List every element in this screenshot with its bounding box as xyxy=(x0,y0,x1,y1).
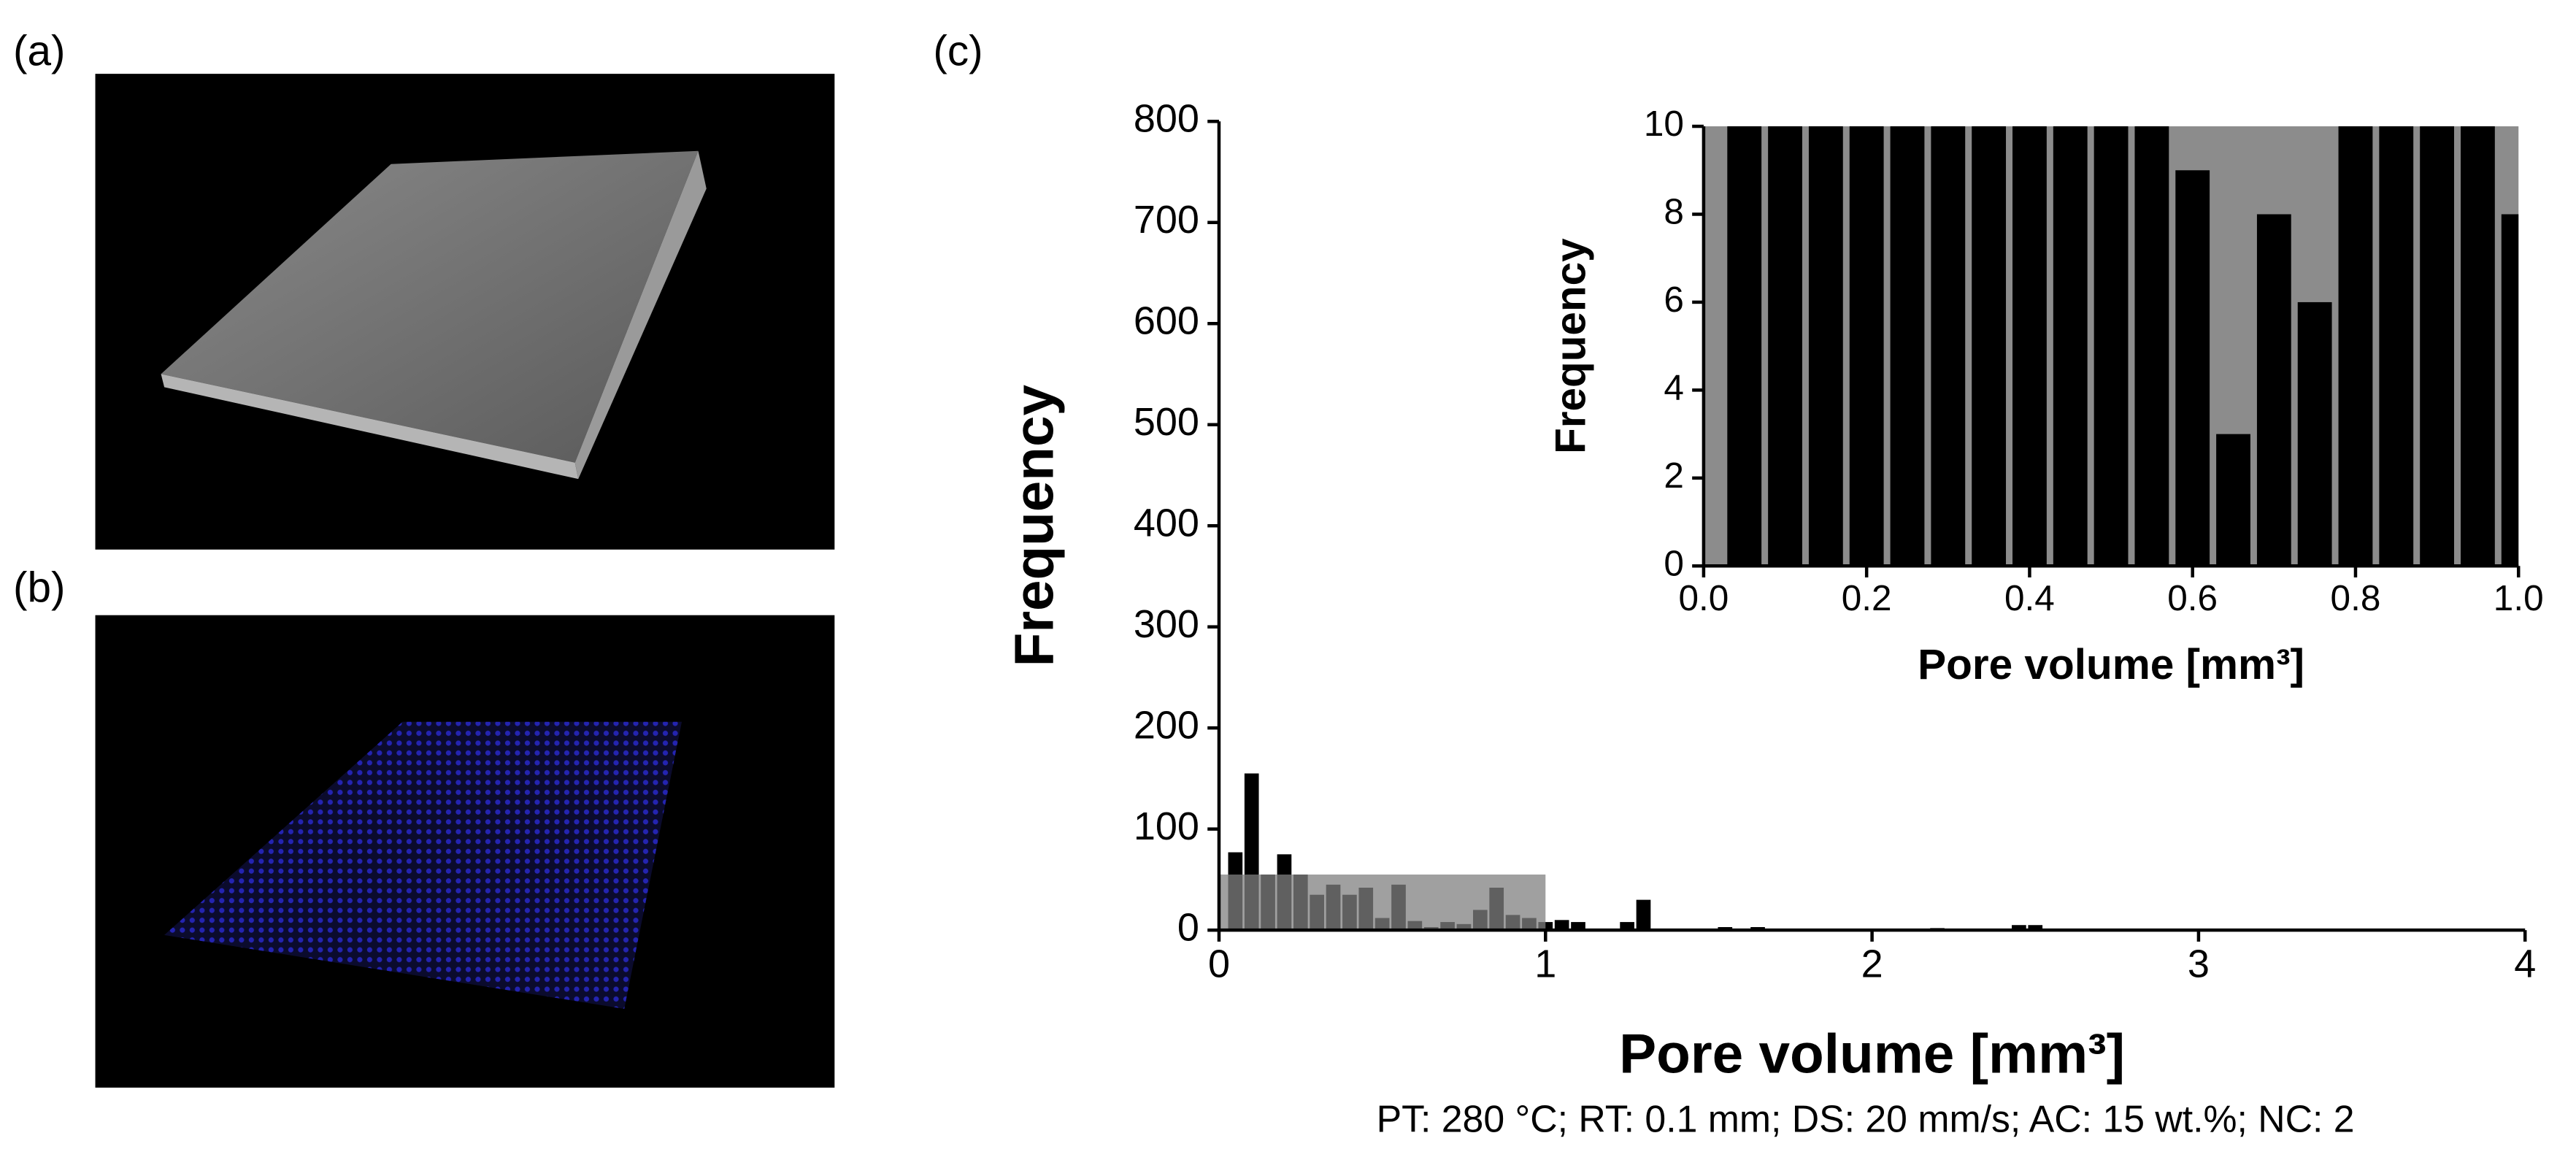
bars xyxy=(1727,126,2519,566)
bar xyxy=(1808,126,1843,566)
panel-label: (c) xyxy=(933,28,983,75)
y-tick-label: 8 xyxy=(1664,192,1684,232)
bar xyxy=(2012,126,2047,566)
x-tick-label: 4 xyxy=(2514,942,2536,986)
bar xyxy=(2501,214,2519,566)
y-tick-label: 400 xyxy=(1134,502,1199,545)
bar xyxy=(1636,899,1651,931)
y-tick-label: 2 xyxy=(1664,456,1684,496)
render-b xyxy=(95,615,835,1088)
y-tick-label: 500 xyxy=(1134,400,1199,444)
y-tick-label: 800 xyxy=(1134,97,1199,141)
y-axis-label: Frequency xyxy=(1547,238,1595,454)
y-tick-label: 10 xyxy=(1644,104,1684,144)
bar xyxy=(1768,126,1802,566)
x-tick-label: 2 xyxy=(1861,942,1883,986)
x-tick-label: 0 xyxy=(1208,942,1230,986)
bar xyxy=(2461,126,2495,566)
x-tick-label: 3 xyxy=(2188,942,2210,986)
render-a xyxy=(95,74,835,550)
x-tick-label: 0.8 xyxy=(2331,578,2381,618)
inset-region xyxy=(1218,874,1546,931)
y-tick-label: 300 xyxy=(1134,602,1199,646)
bar xyxy=(1972,126,2007,566)
bar xyxy=(1727,126,1762,566)
bar xyxy=(2053,126,2088,566)
panel-label: (b) xyxy=(13,564,66,611)
x-tick-label: 0.2 xyxy=(1842,578,1892,618)
x-tick-label: 0.6 xyxy=(2167,578,2218,618)
y-tick-label: 200 xyxy=(1134,703,1199,747)
y-tick-label: 4 xyxy=(1664,367,1684,407)
y-tick-label: 600 xyxy=(1134,299,1199,343)
x-axis-label: Pore volume [mm³] xyxy=(1619,1023,2125,1086)
x-tick-label: 0.4 xyxy=(2004,578,2055,618)
y-tick-label: 6 xyxy=(1664,280,1684,320)
bar xyxy=(1890,126,1925,566)
annotation: PT: 280 °C; RT: 0.1 mm; DS: 20 mm/s; AC:… xyxy=(1377,1098,2355,1140)
y-tick-label: 700 xyxy=(1134,198,1199,242)
bar xyxy=(1620,922,1634,931)
x-tick-label: 0.0 xyxy=(1678,578,1729,618)
x-axis-label: Pore volume [mm³] xyxy=(1918,641,2304,688)
bar xyxy=(2028,925,2043,931)
bar xyxy=(2175,170,2210,566)
x-tick-label: 1 xyxy=(1534,942,1556,986)
bar xyxy=(1571,922,1585,931)
panel-label: (a) xyxy=(13,28,66,75)
bar xyxy=(2216,434,2250,566)
y-tick-label: 0 xyxy=(1664,543,1684,583)
bar xyxy=(2420,126,2455,566)
bar xyxy=(2134,126,2169,566)
bar xyxy=(2379,126,2414,566)
y-tick-label: 100 xyxy=(1134,804,1199,848)
bar xyxy=(2256,214,2291,566)
bar xyxy=(2094,126,2129,566)
bar xyxy=(2297,301,2332,566)
y-tick-label: 0 xyxy=(1177,905,1199,949)
bar xyxy=(1931,126,1966,566)
bar xyxy=(2338,126,2373,566)
bar xyxy=(1554,920,1569,931)
y-axis-label: Frequency xyxy=(1004,385,1066,667)
bar xyxy=(1849,126,1884,566)
x-tick-label: 1.0 xyxy=(2494,578,2544,618)
bar xyxy=(2012,925,2026,931)
